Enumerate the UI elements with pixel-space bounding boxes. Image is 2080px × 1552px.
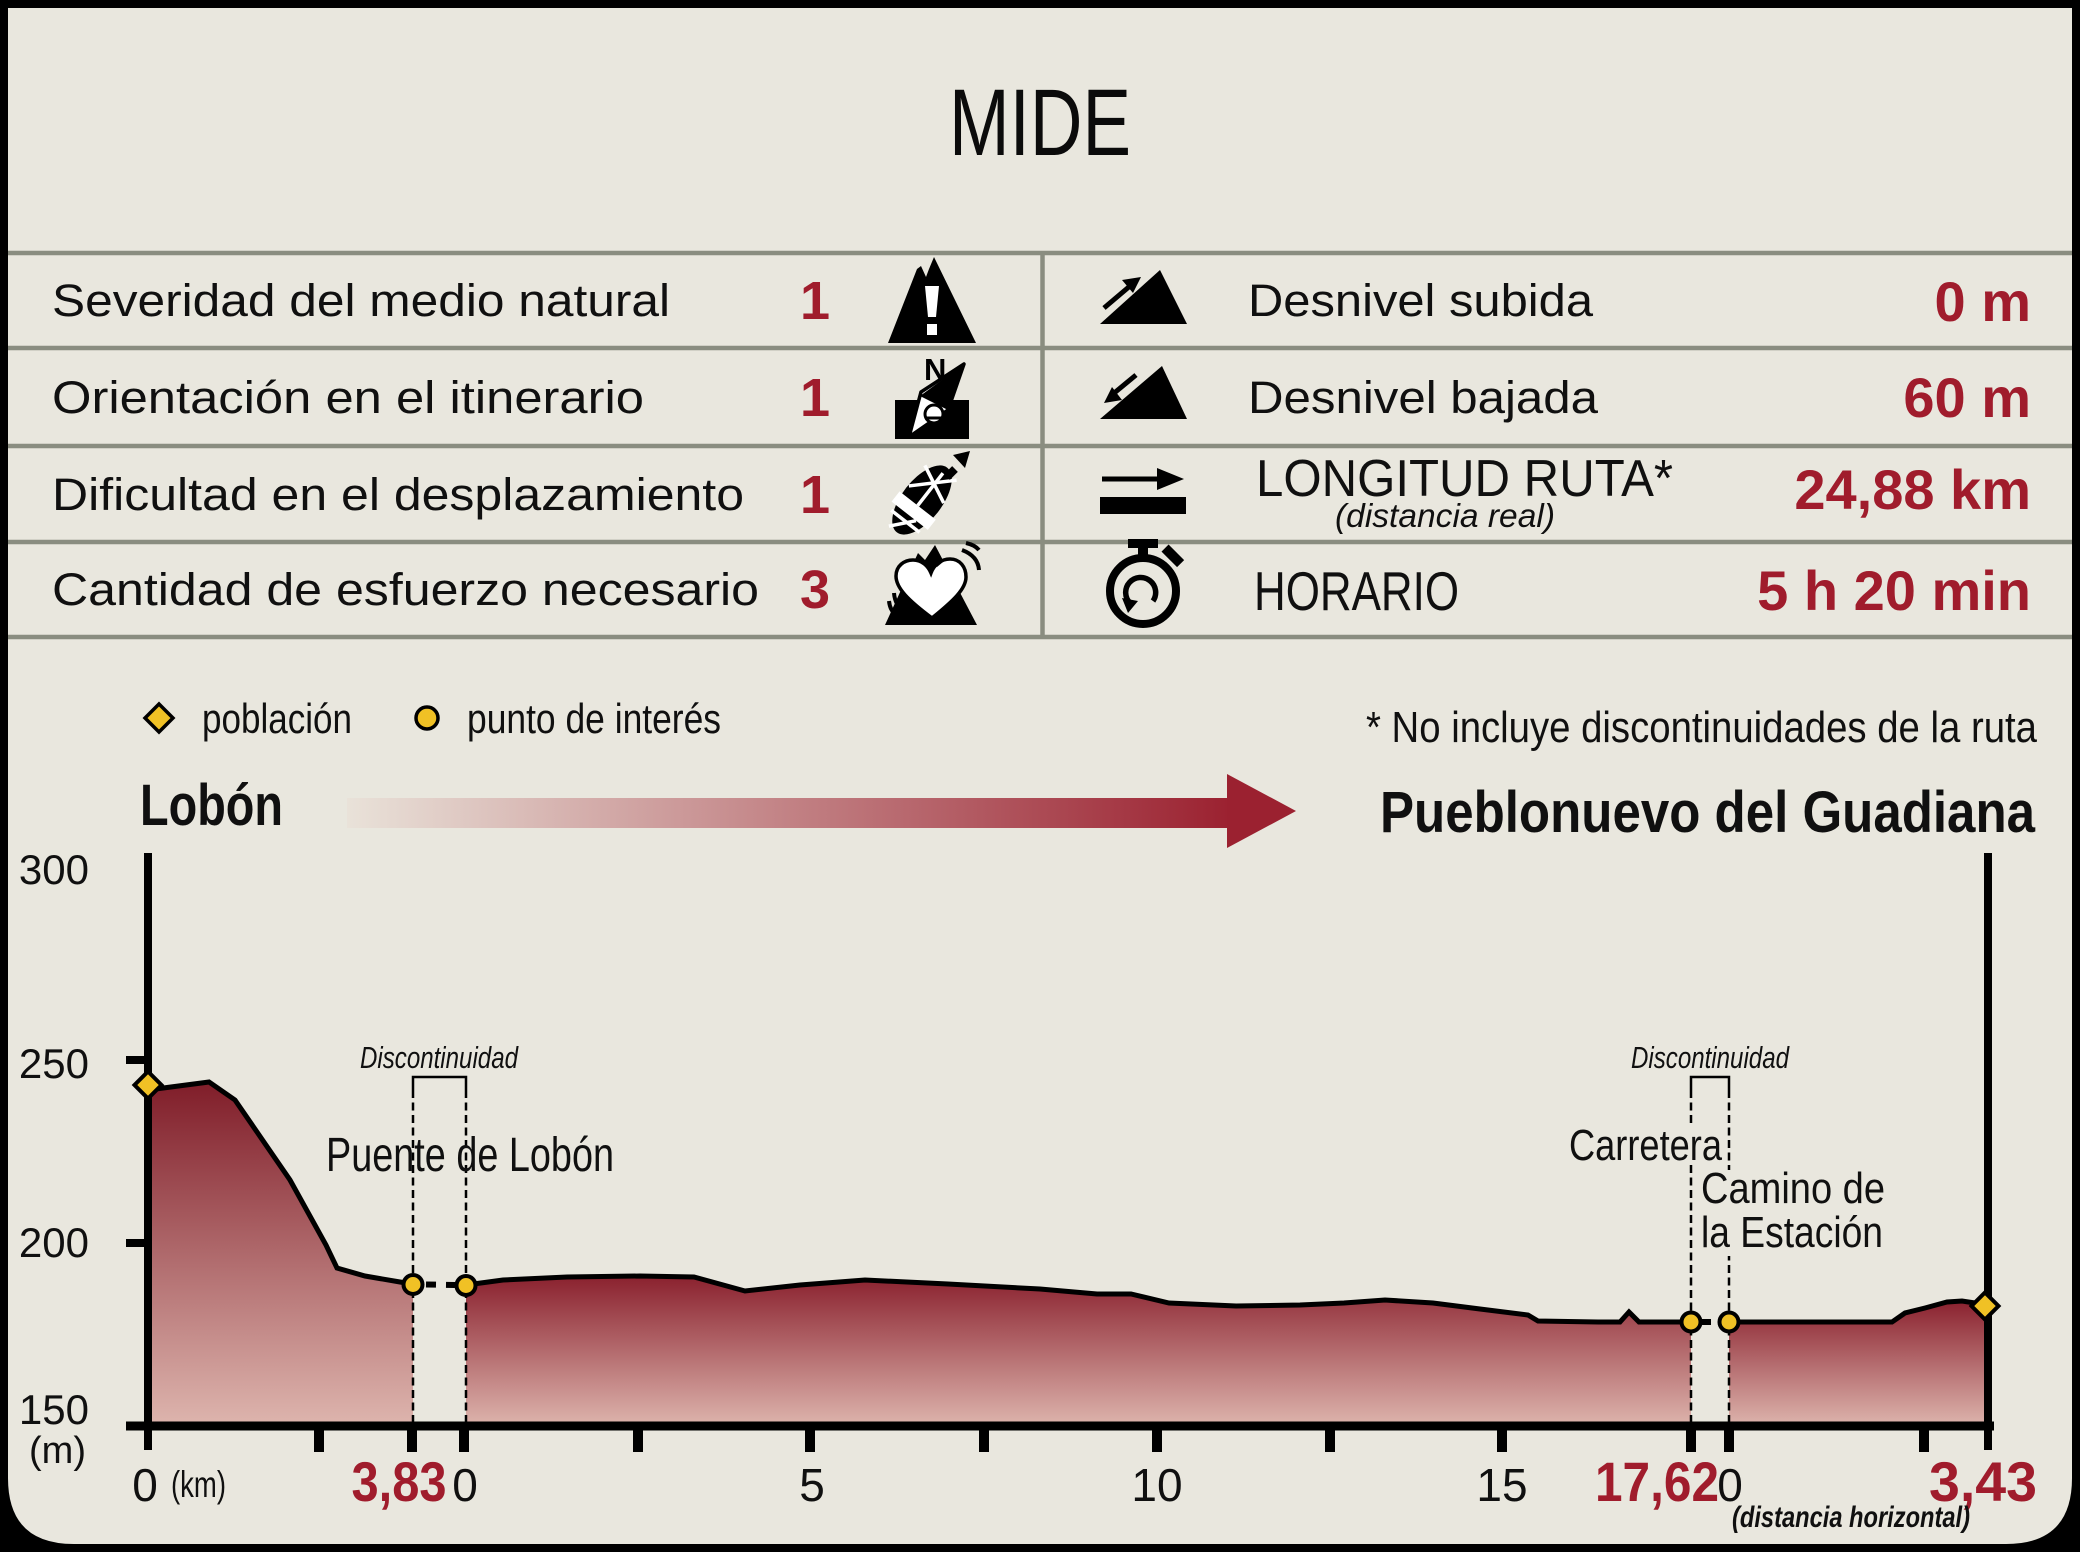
svg-text:3,83: 3,83: [352, 1450, 447, 1513]
svg-text:300: 300: [19, 846, 89, 893]
svg-text:10: 10: [1131, 1459, 1182, 1511]
svg-text:población: población: [202, 695, 352, 742]
svg-text:Severidad del medio natural: Severidad del medio natural: [52, 275, 670, 326]
svg-text:Discontinuidad: Discontinuidad: [360, 1040, 519, 1075]
svg-text:0 m: 0 m: [1935, 270, 2032, 333]
svg-text:1: 1: [800, 368, 830, 428]
svg-text:Carretera: Carretera: [1569, 1121, 1722, 1170]
svg-text:Cantidad de esfuerzo necesario: Cantidad de esfuerzo necesario: [52, 564, 759, 615]
svg-text:0: 0: [452, 1459, 478, 1511]
svg-text:(distancia horizontal): (distancia horizontal): [1732, 1501, 1970, 1534]
svg-text:200: 200: [19, 1219, 89, 1266]
svg-text:(distancia real): (distancia real): [1335, 497, 1555, 534]
svg-text:* No incluye discontinuidades: * No incluye discontinuidades de la ruta: [1366, 703, 2037, 752]
svg-text:Dificultad en el desplazamient: Dificultad en el desplazamiento: [52, 469, 744, 520]
svg-text:15: 15: [1476, 1459, 1527, 1511]
svg-text:250: 250: [19, 1040, 89, 1087]
svg-text:Pueblonuevo del Guadiana: Pueblonuevo del Guadiana: [1380, 780, 2036, 845]
svg-text:5: 5: [799, 1459, 825, 1511]
svg-text:24,88 km: 24,88 km: [1794, 458, 2031, 521]
svg-text:150: 150: [19, 1386, 89, 1433]
svg-text:1: 1: [800, 465, 830, 525]
svg-text:17,62: 17,62: [1595, 1450, 1719, 1513]
svg-text:3: 3: [800, 560, 830, 620]
svg-text:0: 0: [132, 1459, 158, 1511]
svg-text:punto de interés: punto de interés: [467, 695, 721, 742]
svg-text:0: 0: [1717, 1459, 1743, 1511]
svg-text:(m): (m): [29, 1430, 86, 1472]
svg-text:HORARIO: HORARIO: [1254, 560, 1459, 622]
svg-text:la Estación: la Estación: [1701, 1208, 1883, 1257]
svg-text:Orientación en el itinerario: Orientación en el itinerario: [52, 372, 644, 423]
svg-text:60 m: 60 m: [1903, 366, 2031, 429]
svg-text:Desnivel subida: Desnivel subida: [1248, 275, 1594, 326]
svg-text:N: N: [924, 352, 946, 387]
svg-text:Puente de Lobón: Puente de Lobón: [326, 1129, 614, 1182]
svg-text:5 h 20 min: 5 h 20 min: [1757, 559, 2031, 622]
svg-text:Discontinuidad: Discontinuidad: [1631, 1040, 1790, 1075]
svg-text:MIDE: MIDE: [949, 70, 1131, 176]
svg-text:Desnivel bajada: Desnivel bajada: [1248, 372, 1599, 423]
svg-text:LONGITUD RUTA*: LONGITUD RUTA*: [1256, 450, 1673, 508]
svg-text:Camino de: Camino de: [1701, 1164, 1885, 1213]
svg-text:(km): (km): [171, 1464, 226, 1505]
svg-text:3,43: 3,43: [1929, 1450, 2037, 1513]
svg-text:1: 1: [800, 271, 830, 331]
svg-text:Lobón: Lobón: [140, 773, 283, 838]
